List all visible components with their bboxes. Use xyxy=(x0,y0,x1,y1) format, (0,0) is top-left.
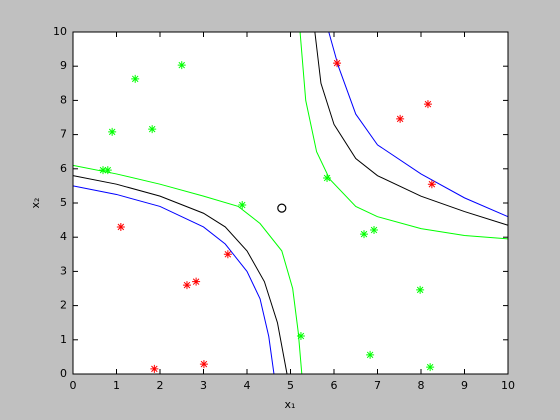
axes-box xyxy=(72,31,509,375)
axes-background xyxy=(73,32,508,374)
point-marker xyxy=(427,180,436,189)
point-marker xyxy=(366,350,375,359)
boundary-curve xyxy=(72,31,509,375)
point-marker xyxy=(148,125,157,134)
y-tick-label: 3 xyxy=(60,264,67,277)
point-marker xyxy=(116,222,125,231)
y-tick-label: 8 xyxy=(60,93,67,106)
boundary-curve xyxy=(72,31,509,375)
point-marker xyxy=(370,226,379,235)
point-marker xyxy=(199,360,208,369)
point-marker xyxy=(426,363,435,372)
point-marker xyxy=(396,114,405,123)
y-tick-label: 2 xyxy=(60,299,67,312)
y-tick-label: 10 xyxy=(53,25,67,38)
x-tick-label: 10 xyxy=(501,379,515,392)
point-marker xyxy=(333,59,342,68)
y-tick-label: 9 xyxy=(60,59,67,72)
x-tick-label: 6 xyxy=(331,379,338,392)
x-tick-label: 2 xyxy=(157,379,164,392)
x-tick-label: 8 xyxy=(418,379,425,392)
point-marker xyxy=(192,277,201,286)
point-marker xyxy=(103,166,112,175)
x-tick-label: 7 xyxy=(374,379,381,392)
x-tick-label: 1 xyxy=(113,379,120,392)
point-marker xyxy=(416,285,425,294)
y-tick-label: 6 xyxy=(60,162,67,175)
point-marker xyxy=(131,74,140,83)
y-tick-label: 1 xyxy=(60,333,67,346)
y-tick-label: 5 xyxy=(60,196,67,209)
x-tick-label: 9 xyxy=(461,379,468,392)
point-marker xyxy=(108,127,117,136)
y-axis-label: x₂ xyxy=(29,198,42,209)
point-marker xyxy=(150,364,159,373)
point-marker xyxy=(277,203,287,213)
point-marker xyxy=(238,201,247,210)
x-tick-label: 4 xyxy=(244,379,251,392)
x-tick-label: 3 xyxy=(200,379,207,392)
point-marker xyxy=(177,61,186,70)
x-tick-label: 5 xyxy=(287,379,294,392)
point-marker xyxy=(99,166,108,175)
point-marker xyxy=(296,332,305,341)
y-tick-label: 4 xyxy=(60,230,67,243)
point-marker xyxy=(182,281,191,290)
point-marker xyxy=(323,174,332,183)
x-tick-label: 0 xyxy=(70,379,77,392)
point-marker xyxy=(423,100,432,109)
point-marker xyxy=(360,230,369,239)
y-tick-label: 7 xyxy=(60,128,67,141)
y-tick-label: 0 xyxy=(60,367,67,380)
boundary-curve xyxy=(72,31,509,375)
x-axis-label: x₁ xyxy=(285,398,296,411)
point-marker xyxy=(223,250,232,259)
